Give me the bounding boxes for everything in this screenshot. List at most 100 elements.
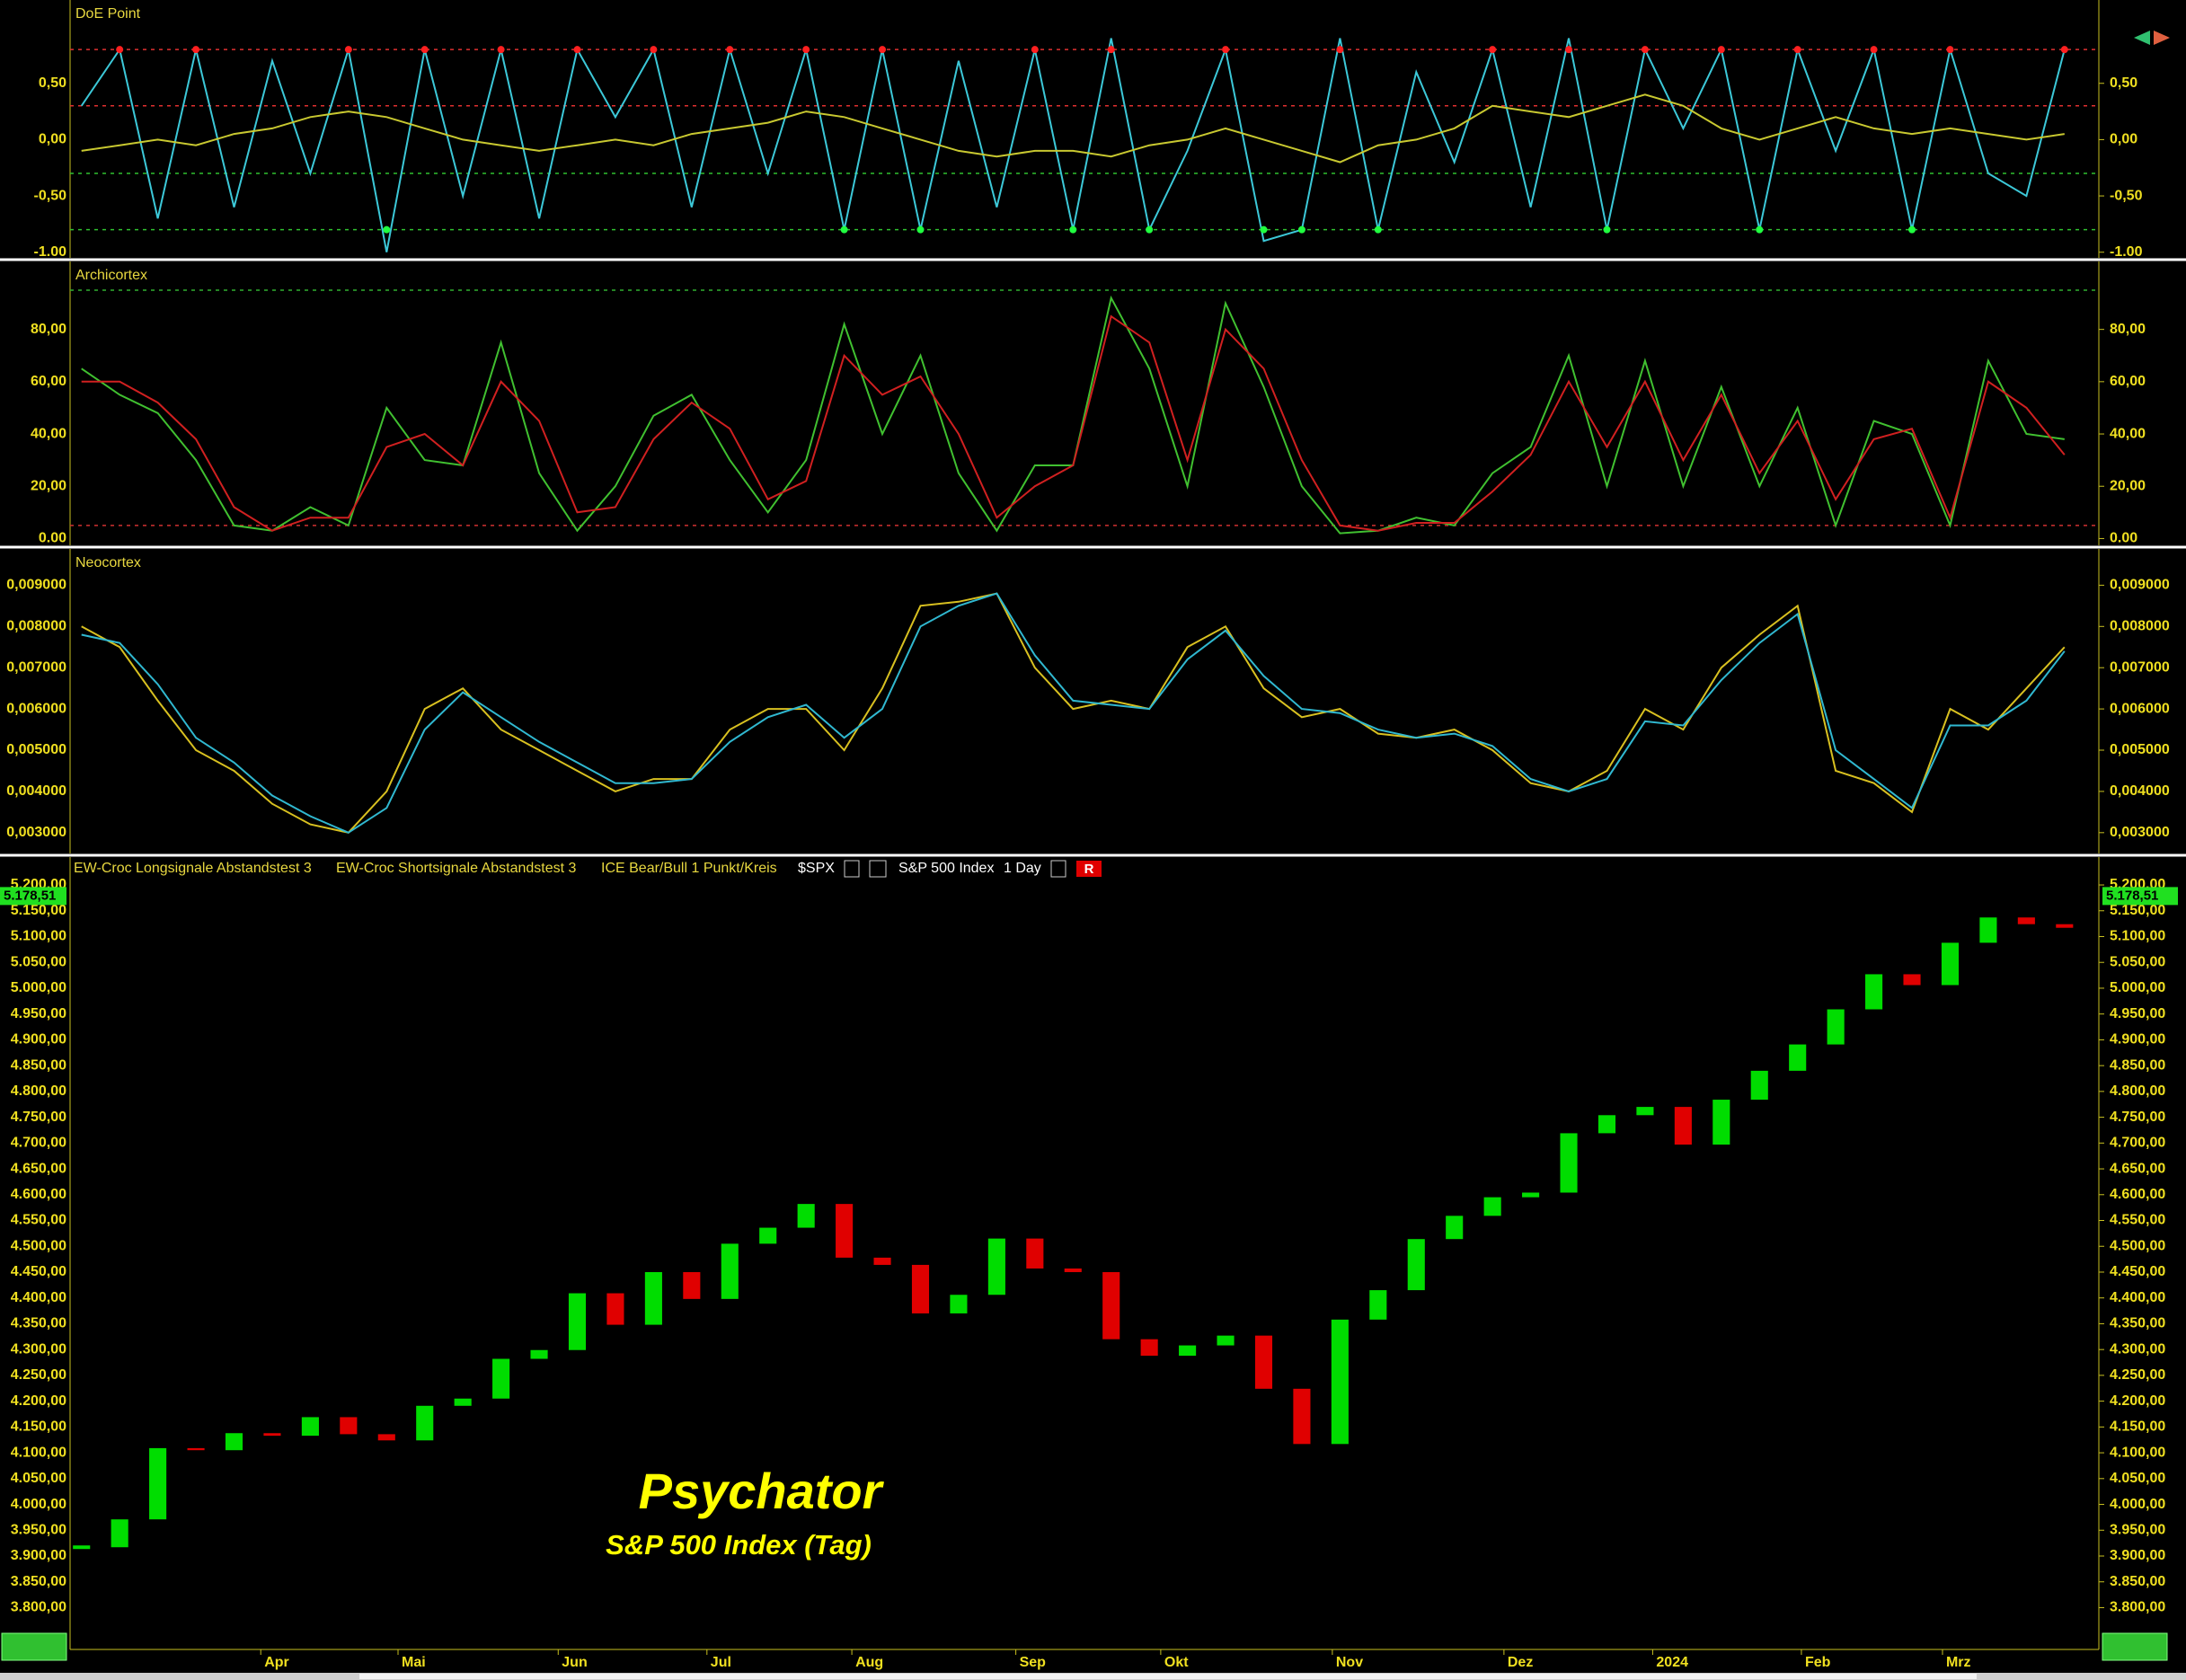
signal-dot [1603, 225, 1611, 234]
panel-title: Neocortex [75, 555, 141, 570]
candle [1369, 1290, 1387, 1320]
candle [492, 1358, 510, 1399]
candle [73, 1545, 91, 1550]
y-tick-label: 0,007000 [2110, 659, 2170, 675]
candle [1941, 942, 1960, 986]
dropdown[interactable] [844, 860, 860, 878]
candle [1597, 1115, 1616, 1134]
candle [301, 1417, 319, 1437]
y-tick-label: -1.00 [2110, 244, 2143, 260]
y-tick-label: 3.800,00 [2110, 1600, 2165, 1615]
candle [149, 1447, 167, 1520]
candle [1560, 1133, 1578, 1193]
y-tick-label: 4.850,00 [11, 1057, 66, 1073]
candle [1026, 1238, 1044, 1269]
signal-dot [1565, 46, 1573, 54]
y-tick-label: 60,00 [31, 374, 66, 389]
candle [1140, 1339, 1158, 1357]
y-tick-label: 4.350,00 [11, 1316, 66, 1331]
x-tick-label: Sep [1020, 1655, 1047, 1670]
y-tick-label: 0,009000 [2110, 578, 2170, 593]
candle [721, 1243, 739, 1299]
candle [1217, 1335, 1235, 1346]
y-tick-label: 0,004000 [6, 783, 66, 799]
y-tick-label: 4.350,00 [2110, 1316, 2165, 1331]
candle [1254, 1335, 1273, 1389]
y-tick-label: 5.150,00 [11, 903, 66, 918]
y-tick-label: 4.000,00 [2110, 1497, 2165, 1512]
candle [1522, 1192, 1540, 1198]
y-tick-label: 0,003000 [2110, 825, 2170, 840]
signal-dot [840, 225, 848, 234]
signal-dot [1908, 225, 1916, 234]
x-tick-label: Jun [562, 1655, 587, 1670]
signal-dot [1297, 225, 1305, 234]
last-price-label: 5.178,51 [2106, 888, 2158, 903]
signal-dot [1870, 46, 1878, 54]
candle [683, 1271, 701, 1299]
signal-dot [1489, 46, 1497, 54]
series-line [81, 93, 2065, 164]
y-tick-label: 4.150,00 [11, 1419, 66, 1435]
last-price-label: 5.178,51 [4, 888, 56, 903]
y-tick-label: 4.200,00 [2110, 1393, 2165, 1409]
y-tick-label: 4.800,00 [11, 1083, 66, 1099]
candle [1446, 1216, 1464, 1240]
x-tick-label: Feb [1805, 1655, 1831, 1670]
signal-dot [1717, 46, 1725, 54]
signal-dot [1069, 225, 1077, 234]
y-tick-label: 4.950,00 [2110, 1006, 2165, 1021]
candle [1903, 974, 1921, 986]
signal-dot [916, 225, 925, 234]
nav-arrows[interactable] [2134, 31, 2170, 45]
candle [797, 1204, 815, 1228]
y-tick-label: 0,003000 [6, 825, 66, 840]
candle [1483, 1197, 1501, 1216]
candle [263, 1433, 281, 1437]
y-tick-label: 80,00 [2110, 322, 2146, 337]
panel-title: Archicortex [75, 268, 147, 283]
y-tick-label: 5.100,00 [2110, 929, 2165, 944]
candle [1713, 1100, 1730, 1145]
y-tick-label: 4.400,00 [11, 1290, 66, 1305]
candle [644, 1271, 662, 1325]
y-tick-label: 3.900,00 [2110, 1548, 2165, 1563]
y-tick-label: 0,006000 [2110, 701, 2170, 716]
y-tick-label: 4.900,00 [11, 1032, 66, 1048]
dropdown[interactable] [869, 860, 887, 878]
signal-dot [1260, 225, 1268, 234]
y-tick-label: 0,00 [2110, 132, 2137, 147]
candle [187, 1447, 205, 1451]
signal-dot [192, 46, 200, 54]
candle [1636, 1107, 1654, 1116]
series-line [81, 314, 2066, 532]
y-tick-label: 4.850,00 [2110, 1057, 2165, 1073]
signal-dot [1756, 225, 1764, 234]
watermark-subtitle: S&P 500 Index (Tag) [606, 1529, 872, 1561]
signal-dot [1107, 46, 1115, 54]
y-tick-label: 0,009000 [6, 578, 66, 593]
y-tick-label: 4.950,00 [11, 1006, 66, 1021]
dropdown[interactable] [1050, 860, 1066, 878]
y-tick-label: 5.000,00 [2110, 980, 2165, 995]
r-button-label[interactable]: R [1084, 862, 1094, 877]
signal-dot [344, 46, 352, 54]
y-tick-label: 0,004000 [2110, 783, 2170, 799]
y-tick-label: 4.600,00 [11, 1187, 66, 1202]
y-tick-label: 20,00 [31, 478, 66, 493]
y-tick-label: 4.300,00 [11, 1341, 66, 1357]
signal-dot [1222, 46, 1230, 54]
y-tick-label: 4.700,00 [2110, 1136, 2165, 1151]
signal-dot [1641, 46, 1649, 54]
signal-dot [2060, 46, 2068, 54]
r-button[interactable] [1076, 861, 1102, 877]
indicator-label: EW-Croc Longsignale Abstandstest 3 [74, 861, 312, 876]
y-tick-label: 4.750,00 [2110, 1110, 2165, 1125]
y-tick-label: 3.850,00 [2110, 1574, 2165, 1589]
y-tick-label: 4.050,00 [2110, 1471, 2165, 1486]
y-tick-label: 4.400,00 [2110, 1290, 2165, 1305]
signal-dot [1374, 225, 1382, 234]
y-tick-label: 4.100,00 [11, 1445, 66, 1460]
